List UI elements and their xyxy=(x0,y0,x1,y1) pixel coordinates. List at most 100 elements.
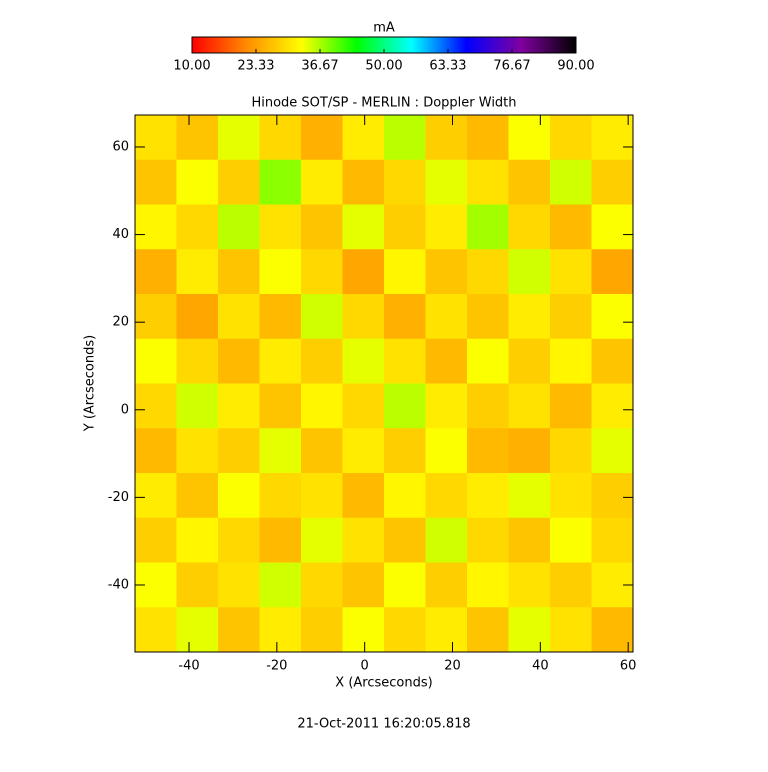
heatmap-cell xyxy=(218,473,260,519)
heatmap-cell xyxy=(176,204,219,250)
heatmap-cell xyxy=(301,204,343,250)
heatmap-cell xyxy=(384,294,426,340)
heatmap-cell xyxy=(550,562,592,608)
heatmap-cell xyxy=(591,249,634,295)
heatmap-cell xyxy=(425,249,468,295)
heatmap-cell xyxy=(301,607,343,653)
heatmap-cell xyxy=(550,294,592,340)
heatmap-cell xyxy=(508,338,551,384)
heatmap-cell xyxy=(467,294,509,340)
heatmap-cell xyxy=(301,115,343,161)
heatmap-cell xyxy=(135,294,177,340)
heatmap-cell xyxy=(176,517,219,563)
heatmap-cell xyxy=(218,562,260,608)
heatmap-cell xyxy=(425,562,468,608)
heatmap-cell xyxy=(550,159,592,205)
heatmap-cell xyxy=(259,115,302,161)
heatmap-cell xyxy=(259,294,302,340)
heatmap-cell xyxy=(135,338,177,384)
heatmap-cell xyxy=(508,159,551,205)
heatmap-cell xyxy=(425,115,468,161)
heatmap-cell xyxy=(550,607,592,653)
x-tick-label: 20 xyxy=(444,659,461,674)
heatmap-cell xyxy=(467,607,509,653)
y-tick-label: 60 xyxy=(112,139,129,154)
heatmap-cell xyxy=(467,159,509,205)
colorbar-tick-label: 76.67 xyxy=(493,59,530,74)
heatmap-cell xyxy=(467,562,509,608)
heatmap-cell xyxy=(384,249,426,295)
heatmap-cell xyxy=(467,428,509,474)
heatmap-cell xyxy=(135,383,177,429)
heatmap-cell xyxy=(135,473,177,519)
heatmap-cell xyxy=(259,338,302,384)
x-tick-label: 0 xyxy=(361,659,369,674)
heatmap-cell xyxy=(550,249,592,295)
heatmap-cell xyxy=(384,517,426,563)
heatmap-cell xyxy=(384,159,426,205)
heatmap-cell xyxy=(467,249,509,295)
heatmap-cell xyxy=(425,473,468,519)
heatmap-cell xyxy=(591,294,634,340)
heatmap-cell xyxy=(384,562,426,608)
x-tick-label: 40 xyxy=(532,659,549,674)
y-tick-label: 20 xyxy=(112,315,129,330)
heatmap-cell xyxy=(176,562,219,608)
heatmap-cell xyxy=(591,517,634,563)
heatmap-cell xyxy=(301,159,343,205)
heatmap-cell xyxy=(384,383,426,429)
heatmap-cell xyxy=(176,338,219,384)
heatmap-cell xyxy=(259,249,302,295)
heatmap-cell xyxy=(467,383,509,429)
heatmap-cell xyxy=(342,517,385,563)
heatmap-cell xyxy=(425,383,468,429)
heatmap-cell xyxy=(550,204,592,250)
heatmap-cell xyxy=(218,428,260,474)
heatmap-cell xyxy=(218,294,260,340)
colorbar-tick-label: 36.67 xyxy=(301,59,338,74)
heatmap-cell xyxy=(591,115,634,161)
heatmap-cell xyxy=(259,204,302,250)
heatmap-cell xyxy=(176,428,219,474)
heatmap-cell xyxy=(301,517,343,563)
heatmap-cell xyxy=(301,428,343,474)
heatmap-cell xyxy=(384,428,426,474)
heatmap-cell xyxy=(591,159,634,205)
colorbar-tick-label: 50.00 xyxy=(365,59,402,74)
x-tick-label: 60 xyxy=(620,659,637,674)
heatmap-cell xyxy=(467,338,509,384)
heatmap-cell xyxy=(135,115,177,161)
heatmap-cell xyxy=(591,204,634,250)
heatmap-cell xyxy=(467,115,509,161)
heatmap-cell xyxy=(218,159,260,205)
heatmap-cell xyxy=(342,428,385,474)
heatmap-cell xyxy=(259,607,302,653)
heatmap-cell xyxy=(467,517,509,563)
heatmap-cell xyxy=(342,338,385,384)
colorbar-label: mA xyxy=(373,21,395,36)
plot-frame xyxy=(134,114,634,653)
y-tick-label: -40 xyxy=(108,577,129,592)
heatmap-cell xyxy=(342,115,385,161)
x-axis-label: X (Arcseconds) xyxy=(335,676,432,691)
heatmap-cell xyxy=(591,473,634,519)
heatmap-cell xyxy=(218,517,260,563)
heatmap-cell xyxy=(425,294,468,340)
heatmap-cell xyxy=(342,383,385,429)
heatmap-cell xyxy=(342,204,385,250)
heatmap-cell xyxy=(218,115,260,161)
heatmap-cell xyxy=(218,204,260,250)
heatmap-cell xyxy=(550,338,592,384)
colorbar-tick-label: 23.33 xyxy=(237,59,274,74)
heatmap-cell xyxy=(550,473,592,519)
heatmap-cell xyxy=(301,473,343,519)
heatmap-cell xyxy=(425,204,468,250)
y-axis-label: Y (Arcseconds) xyxy=(83,335,98,432)
colorbar-tick-label: 10.00 xyxy=(173,59,210,74)
heatmap-cell xyxy=(467,204,509,250)
heatmap-cell xyxy=(218,338,260,384)
heatmap-cell xyxy=(301,249,343,295)
y-tick-label: 40 xyxy=(112,227,129,242)
heatmap-cell xyxy=(176,159,219,205)
